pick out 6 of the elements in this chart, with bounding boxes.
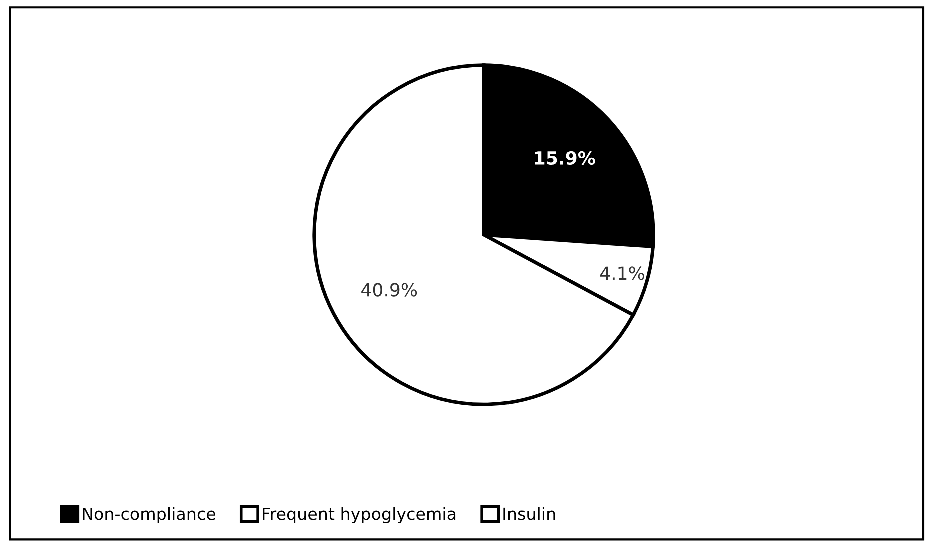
data-label: 15.9%	[535, 151, 596, 166]
data-label: 40.9%	[362, 283, 418, 297]
legend-label: Frequent hypoglycemia	[263, 507, 456, 524]
legend-label: Insulin	[504, 507, 556, 520]
data-label: 4.1%	[600, 266, 644, 280]
legend-label: Non-compliance	[83, 507, 216, 524]
